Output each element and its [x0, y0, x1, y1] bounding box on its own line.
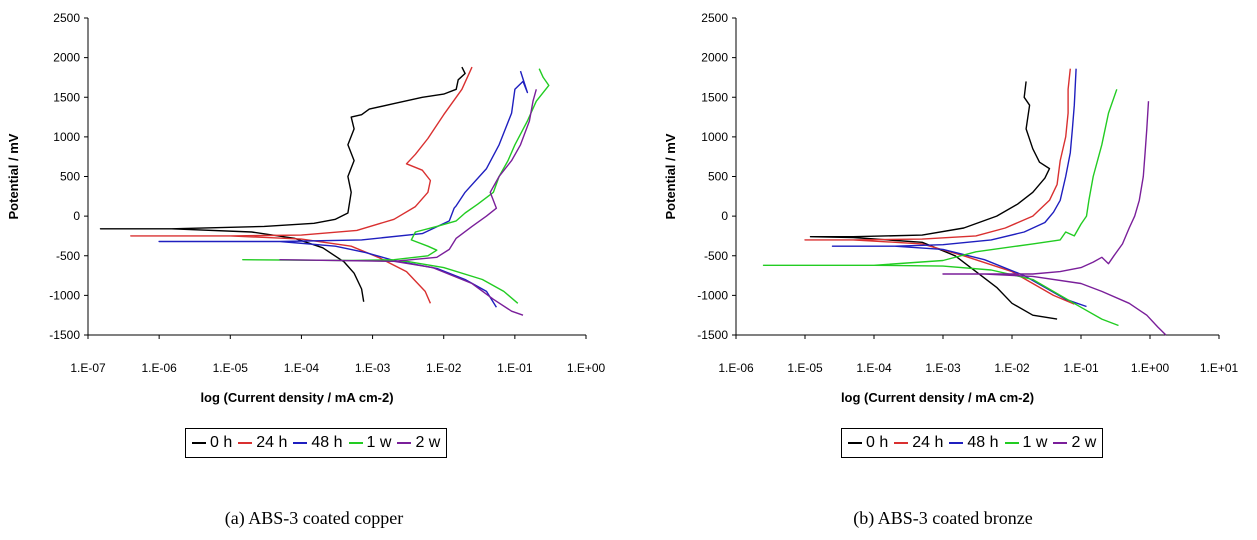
- y-tick-label: 0: [73, 209, 80, 223]
- y-tick-label: -500: [56, 249, 80, 263]
- x-tick-label: 1.E+00: [1131, 361, 1170, 375]
- legend-item: 2 w: [1053, 434, 1096, 452]
- x-tick-label: 1.E-05: [787, 361, 823, 375]
- legend-swatch: [1004, 442, 1019, 444]
- legend-swatch: [1053, 442, 1068, 444]
- chart-b-svg: 2500 2000 1500 1000 500 0 -500 -1000 -1500 1.E-06…: [663, 11, 1239, 405]
- y-tick-label: 2000: [53, 51, 80, 65]
- legend-swatch: [894, 442, 909, 444]
- series-line-24h: [130, 66, 473, 304]
- legend-item: 0 h: [192, 434, 232, 452]
- chart-panel-a: 2500 2000 1500 1000 500 0 -500 -1000 -1500 1.E-07…: [0, 0, 628, 540]
- chart-panel-b: 2500 2000 1500 1000 500 0 -500 -1000 -1500 1.E-06…: [629, 0, 1257, 540]
- x-tick-label: 1.E-04: [856, 361, 892, 375]
- legend-swatch: [348, 442, 363, 444]
- legend-label: 1 w: [366, 434, 392, 451]
- legend-swatch: [949, 442, 964, 444]
- series-line-2w: [279, 89, 537, 316]
- legend-item: 2 w: [397, 434, 440, 452]
- y-tick-label: 1000: [53, 130, 80, 144]
- legend-label: 2 w: [1071, 434, 1097, 451]
- legend-label: 48 h: [967, 434, 999, 451]
- y-tick-label: -1500: [697, 328, 728, 342]
- chart-b-legend: 0 h 24 h 48 h 1 w 2 w: [841, 428, 1104, 458]
- y-tick-label: 500: [708, 170, 728, 184]
- x-tick-label: 1.E-06: [141, 361, 177, 375]
- y-tick-label: -1000: [697, 288, 728, 302]
- series-line-0h: [99, 66, 466, 302]
- y-tick-label: 1000: [701, 130, 728, 144]
- y-tick-label: 1500: [701, 90, 728, 104]
- x-tick-label: 1.E+01: [1200, 361, 1239, 375]
- series-line-48h: [158, 70, 529, 308]
- chart-b-caption: (b) ABS-3 coated bronze: [853, 508, 1033, 528]
- chart-a-caption: (a) ABS-3 coated copper: [224, 508, 404, 528]
- x-tick-label: 1.E-04: [284, 361, 320, 375]
- x-tick-label: 1.E-03: [925, 361, 961, 375]
- x-tick-label: 1.E-02: [426, 361, 462, 375]
- legend-label: 1 w: [1022, 434, 1048, 451]
- x-tick-label: 1.E-01: [497, 361, 533, 375]
- y-tick-label: 500: [60, 170, 80, 184]
- legend-label: 2 w: [415, 434, 441, 451]
- legend-item: 48 h: [949, 434, 999, 452]
- legend-swatch: [397, 442, 412, 444]
- legend-item: 0 h: [848, 434, 888, 452]
- y-tick-label: 2500: [701, 11, 728, 25]
- legend-label: 0 h: [866, 434, 889, 451]
- legend-label: 24 h: [256, 434, 288, 451]
- chart-a-legend: 0 h 24 h 48 h 1 w 2 w: [185, 428, 448, 458]
- legend-label: 48 h: [311, 434, 343, 451]
- x-axis-label: log (Current density / mA cm-2): [841, 390, 1034, 405]
- y-axis-label: Potential / mV: [663, 133, 678, 219]
- x-axis-label: log (Current density / mA cm-2): [200, 390, 393, 405]
- legend-item: 48 h: [293, 434, 343, 452]
- legend-item: 24 h: [894, 434, 943, 452]
- x-tick-label: 1.E+00: [567, 361, 606, 375]
- legend-swatch: [238, 442, 253, 444]
- y-tick-label: 2000: [701, 51, 728, 65]
- x-tick-label: 1.E-02: [994, 361, 1030, 375]
- y-tick-label: -1000: [49, 288, 80, 302]
- legend-item: 1 w: [1004, 434, 1048, 452]
- y-tick-label: -500: [704, 249, 728, 263]
- y-tick-label: 2500: [53, 11, 80, 25]
- legend-swatch: [192, 442, 206, 444]
- legend-label: 0 h: [210, 434, 233, 451]
- legend-label: 24 h: [912, 434, 944, 451]
- legend-swatch: [293, 442, 308, 444]
- series-line-48h: [831, 68, 1087, 308]
- legend-item: 24 h: [238, 434, 287, 452]
- x-tick-label: 1.E-06: [718, 361, 754, 375]
- y-tick-label: -1500: [49, 328, 80, 342]
- y-tick-label: 0: [721, 209, 728, 223]
- series-line-0h: [809, 81, 1058, 320]
- x-tick-label: 1.E-01: [1063, 361, 1099, 375]
- x-tick-label: 1.E-03: [355, 361, 391, 375]
- y-axis-label: Potential / mV: [6, 133, 21, 219]
- legend-swatch: [848, 442, 862, 444]
- series-line-2w: [942, 101, 1167, 336]
- chart-a-svg: 2500 2000 1500 1000 500 0 -500 -1000 -1500 1.E-07…: [6, 11, 606, 405]
- legend-item: 1 w: [348, 434, 392, 452]
- y-tick-label: 1500: [53, 90, 80, 104]
- x-tick-label: 1.E-05: [213, 361, 249, 375]
- x-tick-label: 1.E-07: [70, 361, 106, 375]
- series-line-1w: [762, 89, 1119, 327]
- series-line-24h: [804, 68, 1075, 305]
